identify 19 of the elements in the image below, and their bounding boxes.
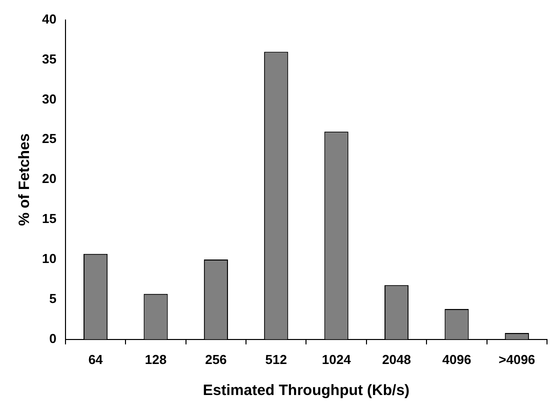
y-tick-label: 35: [42, 51, 56, 66]
x-tick-label: 1024: [322, 352, 352, 367]
y-tick-label: 25: [42, 131, 56, 146]
y-tick-label: 0: [49, 330, 56, 346]
y-tick-label: 10: [42, 251, 56, 266]
x-tick-label: 512: [265, 352, 287, 367]
x-tick-label: >4096: [498, 352, 536, 367]
x-tick-label: 128: [144, 352, 167, 367]
x-axis-title: Estimated Throughput (Kb/s): [202, 382, 410, 400]
y-tick-label: 20: [42, 171, 56, 186]
y-axis-title: % of Fetches: [16, 133, 34, 226]
y-tick-label: 5: [49, 291, 56, 306]
y-tick-label: 15: [42, 211, 56, 226]
x-tick-label: 4096: [442, 352, 472, 367]
x-tick-label: 64: [88, 352, 104, 367]
x-tick-label: 256: [205, 352, 227, 367]
y-tick-label: 30: [42, 91, 56, 106]
y-tick-label: 40: [42, 11, 56, 26]
x-tick-label: 2048: [382, 352, 411, 367]
